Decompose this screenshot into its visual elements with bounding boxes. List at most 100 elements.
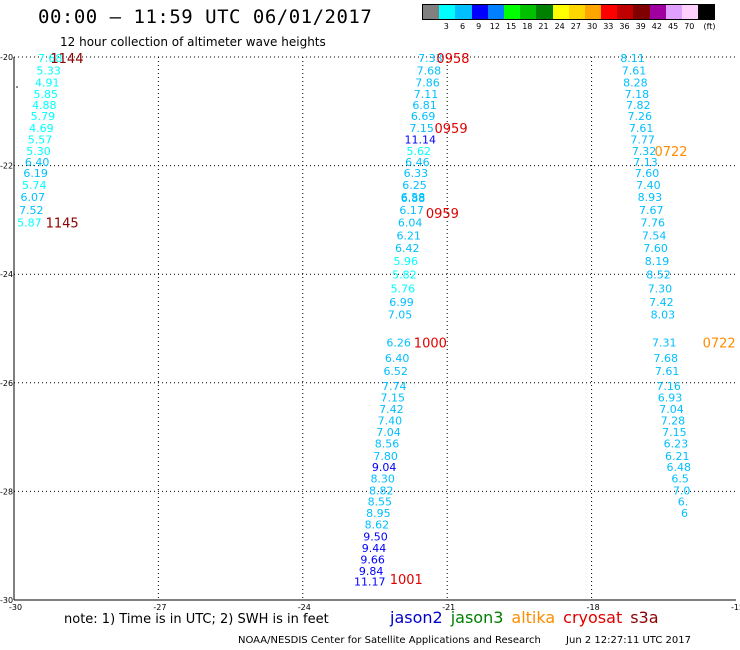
- wave-height-value: 7.05: [388, 308, 413, 321]
- satellite-jason3: jason3: [450, 608, 504, 627]
- legend-label: 6: [459, 22, 466, 31]
- legend-swatch: [487, 5, 504, 19]
- legend-swatch: [503, 5, 521, 19]
- wave-height-value: 7.32: [632, 145, 657, 158]
- wave-height-value: 7.74: [382, 380, 407, 393]
- wave-height-value: 6.07: [21, 191, 46, 204]
- wave-height-value: 6.25: [402, 179, 427, 192]
- wave-height-value: 6.40: [385, 352, 410, 365]
- wave-height-value: 7.30: [648, 282, 673, 295]
- wave-height-value: 7.04: [659, 403, 684, 416]
- legend-swatch: [423, 5, 440, 19]
- wave-height-value: 6.69: [411, 110, 436, 123]
- wave-height-value: 7.61: [622, 65, 647, 78]
- wave-height-value: 5.87: [17, 217, 42, 230]
- wave-height-value: 4.88: [32, 99, 57, 112]
- wave-height-value: 7.31: [652, 337, 677, 350]
- legend-swatch: [568, 5, 585, 19]
- wave-height-value: 11.14: [404, 134, 436, 147]
- wave-height-value: 5.62: [407, 145, 432, 158]
- wave-height-value: 8.30: [370, 472, 395, 485]
- wave-height-value: 7.42: [379, 403, 404, 416]
- pass-time-label: 0959: [435, 122, 468, 137]
- wave-height-value: 9.50: [363, 530, 388, 543]
- legend-swatch: [649, 5, 666, 19]
- legend-label: 45: [668, 22, 679, 31]
- wave-height-value: 6.99: [389, 296, 414, 309]
- wave-height-value: 7.16: [656, 380, 681, 393]
- wave-height-value: 6.58: [401, 191, 426, 204]
- color-legend: 3 6 9 12 15 18 21 24 27 30 33 36 39 42 45 70 (ft): [422, 4, 716, 31]
- wave-height-value: 8.55: [368, 496, 393, 509]
- x-tick-label: -18: [587, 603, 600, 612]
- wave-height-value: 6.81: [412, 99, 437, 112]
- footer: NOAA/NESDIS Center for Satellite Applica…: [238, 635, 713, 646]
- wave-height-value: 7.0: [673, 484, 691, 497]
- wave-height-value: 7.40: [378, 414, 403, 427]
- wave-height-value: 7.77: [630, 134, 655, 147]
- wave-height-value: 5.76: [391, 282, 416, 295]
- y-tick-label: -22: [0, 162, 13, 171]
- satellite-altika: altika: [511, 608, 556, 627]
- wave-height-value: 8.28: [623, 77, 648, 90]
- legend-label: 12: [489, 22, 500, 31]
- legend-swatch: [520, 5, 537, 19]
- wave-height-value: 8.82: [369, 484, 394, 497]
- wave-height-value: 7.60: [643, 242, 668, 255]
- legend-swatch: [584, 5, 602, 19]
- wave-height-value: 5.57: [28, 134, 53, 147]
- wave-height-value: 6.5: [671, 472, 689, 485]
- wave-height-value: 6.04: [398, 217, 423, 230]
- wave-height-value: 8.56: [375, 438, 400, 451]
- wave-height-value: 8.19: [645, 255, 670, 268]
- y-tick-label: -20: [0, 53, 13, 62]
- wave-height-value: 8.95: [366, 507, 391, 520]
- pass-time-label: 0722: [703, 337, 736, 352]
- wave-height-value: 6.33: [404, 167, 429, 180]
- legend-label: 70: [684, 22, 695, 31]
- wave-height-value: 7.68: [417, 65, 442, 78]
- satellite-cryosat: cryosat: [563, 608, 623, 627]
- wave-height-value: 5.85: [34, 88, 59, 101]
- wave-height-value: 8.52: [646, 269, 671, 282]
- wave-height-value: 5.33: [36, 65, 61, 78]
- wave-height-value: 6.26: [386, 337, 411, 350]
- legend-label: 24: [554, 22, 565, 31]
- wave-height-value: 6.21: [665, 450, 690, 463]
- x-tick-label: -27: [153, 603, 166, 612]
- wave-height-value: 7.13: [633, 156, 658, 169]
- footer-timestamp: Jun 2 12:27:11 UTC 2017: [566, 635, 691, 646]
- wave-height-value: 4.91: [35, 77, 60, 90]
- wave-height-value: 9.44: [362, 542, 387, 555]
- legend-swatch: [455, 5, 472, 19]
- legend-swatch: [601, 5, 618, 19]
- satellite-s3a: s3a: [630, 608, 659, 627]
- legend-swatch: [665, 5, 682, 19]
- wave-height-value: 7.68: [38, 52, 63, 65]
- x-tick-label: -24: [298, 603, 311, 612]
- wave-height-value: 7.67: [639, 204, 664, 217]
- wave-height-value: 11.17: [354, 576, 386, 589]
- wave-height-value: 7.61: [655, 365, 680, 378]
- legend-label: 3: [443, 22, 449, 31]
- wave-height-value: 6.23: [664, 438, 689, 451]
- y-tick-label: -28: [0, 487, 13, 496]
- wave-height-value: 7.11: [414, 88, 439, 101]
- satellite-legend: jason2 jason3 altika cryosat s3a: [390, 608, 667, 627]
- wave-height-value: 6.40: [25, 156, 50, 169]
- wave-height-value: 6.88: [401, 192, 426, 205]
- footer-source: NOAA/NESDIS Center for Satellite Applica…: [238, 635, 541, 646]
- legend-swatches: [422, 4, 716, 20]
- wave-height-value: 7.61: [629, 122, 654, 135]
- legend-label: 33: [603, 22, 614, 31]
- pass-time-label: 1145: [46, 217, 79, 232]
- wave-height-value: 5.30: [26, 145, 51, 158]
- legend-label: 36: [619, 22, 630, 31]
- legend-label: 9: [476, 22, 482, 31]
- x-tick-label: -21: [442, 603, 455, 612]
- wave-height-value: 6.52: [383, 365, 408, 378]
- chart-title: 00:00 — 11:59 UTC 06/01/2017: [38, 6, 373, 28]
- wave-height-value: 5.96: [394, 255, 419, 268]
- legend-swatch: [682, 5, 699, 19]
